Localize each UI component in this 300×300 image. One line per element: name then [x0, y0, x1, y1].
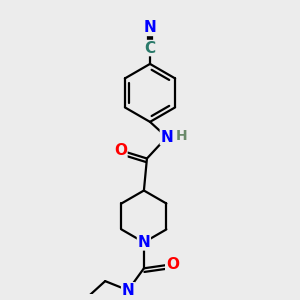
Text: O: O — [114, 143, 127, 158]
Text: N: N — [144, 20, 156, 35]
Text: O: O — [166, 257, 179, 272]
Text: N: N — [160, 130, 173, 145]
Text: H: H — [176, 129, 187, 142]
Text: N: N — [137, 235, 150, 250]
Text: C: C — [144, 40, 156, 56]
Text: N: N — [122, 283, 134, 298]
